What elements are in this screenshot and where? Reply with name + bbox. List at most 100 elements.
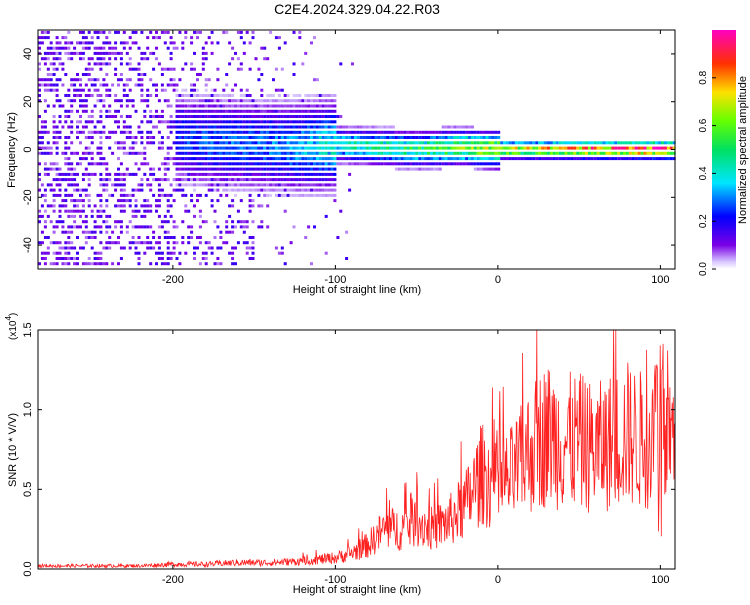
spectrogram-cell <box>400 146 404 150</box>
spectrogram-cell <box>403 157 407 161</box>
spectrogram-cell <box>99 204 103 208</box>
spectrogram-cell <box>640 146 644 150</box>
spectrogram-cell <box>128 78 132 82</box>
spectrogram-cell <box>456 157 460 161</box>
snr-frame <box>37 329 676 570</box>
spectrogram-cell <box>155 36 158 40</box>
spectrogram-cell <box>280 251 284 255</box>
spectrogram-cell <box>251 30 255 34</box>
spectrogram-cell <box>295 99 299 103</box>
spectrogram-cell <box>356 151 360 155</box>
spectrogram-cell <box>76 125 79 129</box>
spectrogram-cell <box>389 136 392 139</box>
spectrogram-cell <box>242 188 246 192</box>
spectrogram-cell <box>128 115 132 118</box>
spectrogram-cell <box>304 51 308 55</box>
spectrogram-cell <box>274 136 278 139</box>
spectrogram-cell <box>131 99 135 103</box>
spectrogram-cell <box>198 162 202 166</box>
spectrogram-cell <box>73 167 77 171</box>
spectrogram-cell <box>321 188 325 192</box>
spectrogram-cell <box>333 193 337 197</box>
spectrogram-cell <box>175 104 179 108</box>
spectrogram-cell <box>251 236 255 239</box>
spectrogram-cell <box>397 136 401 139</box>
spectrogram-cell <box>155 251 158 255</box>
spectrogram-cell <box>260 146 264 150</box>
spectrogram-cell <box>585 151 588 155</box>
spectrogram-cell <box>266 104 270 108</box>
spectrogram-cell <box>181 188 185 192</box>
spectrogram-cell <box>213 88 217 92</box>
spectrogram-cell <box>102 41 106 45</box>
y-tick-label: -20 <box>22 189 34 205</box>
spectrogram-cell <box>111 51 115 55</box>
spectrogram-cell <box>315 115 319 118</box>
spectrogram-cell <box>219 115 223 118</box>
spectrogram-cell <box>242 167 246 171</box>
spectrogram-cell <box>430 162 433 166</box>
spectrogram-cell <box>307 99 311 103</box>
spectrogram-cell <box>52 241 56 245</box>
spectrogram-cell <box>427 167 430 171</box>
spectrogram-cell <box>248 183 252 187</box>
spectrogram-cell <box>157 120 161 124</box>
spectrogram-cell <box>313 99 316 103</box>
spectrogram-cell <box>348 157 352 161</box>
spectrogram-cell <box>371 151 375 155</box>
spectrogram-cell <box>190 120 194 124</box>
spectrogram-cell <box>304 136 308 139</box>
spectrogram-cell <box>599 151 603 155</box>
spectrogram-cell <box>81 188 85 192</box>
spectrogram-cell <box>447 151 451 155</box>
spectrogram-cell <box>409 157 413 161</box>
spectrogram-cell <box>38 220 41 224</box>
spectrogram-cell <box>351 130 354 134</box>
spectrogram-cell <box>447 146 451 150</box>
spectrogram-cell <box>114 220 118 224</box>
spectrogram-cell <box>157 99 161 103</box>
spectrogram-cell <box>157 241 161 245</box>
spectrogram-cell <box>105 167 109 171</box>
spectrogram-cell <box>210 141 214 145</box>
spectrogram-cell <box>327 125 331 129</box>
spectrogram-cell <box>234 104 237 108</box>
spectrogram-cell <box>286 193 290 197</box>
spectrogram-cell <box>444 162 448 166</box>
y-tick-label: 1.0 <box>22 402 34 417</box>
spectrogram-cell <box>43 78 47 82</box>
spectrogram-cell <box>181 125 185 129</box>
spectrogram-cell <box>181 241 185 245</box>
spectrogram-cell <box>40 78 44 82</box>
spectrogram-cell <box>242 225 246 229</box>
spectrogram-cell <box>260 136 264 139</box>
spectrogram-cell <box>79 83 82 87</box>
spectrogram-cell <box>661 151 664 155</box>
spectrogram-cell <box>365 136 369 139</box>
spectrogram-cell <box>248 125 252 129</box>
spectrogram-cell <box>169 67 173 71</box>
spectrogram-cell <box>225 120 229 124</box>
spectrogram-cell <box>222 188 226 192</box>
spectrogram-cell <box>511 157 515 161</box>
spectrogram-cell <box>538 151 542 155</box>
y-tick-label: 0.0 <box>22 561 34 576</box>
spectrogram-cell <box>134 188 138 192</box>
spectrogram-cell <box>128 151 132 155</box>
spectrogram-cell <box>236 120 240 124</box>
spectrogram-cell <box>128 125 132 129</box>
spectrogram-cell <box>114 115 118 118</box>
spectrogram-cell <box>295 125 299 129</box>
spectrogram-cell <box>67 94 71 97</box>
spectrogram-cell <box>163 162 167 166</box>
spectrogram-cell <box>201 157 205 161</box>
spectrogram-cell <box>318 146 322 150</box>
spectrogram-cell <box>90 136 94 139</box>
spectrogram-cell <box>204 130 208 134</box>
spectrogram-cell <box>184 62 188 66</box>
spectrogram-cell <box>160 141 164 145</box>
spectrogram-cell <box>108 136 112 139</box>
spectrogram-cell <box>315 151 319 155</box>
spectrogram-cell <box>213 115 217 118</box>
spectrogram-cell <box>295 151 299 155</box>
